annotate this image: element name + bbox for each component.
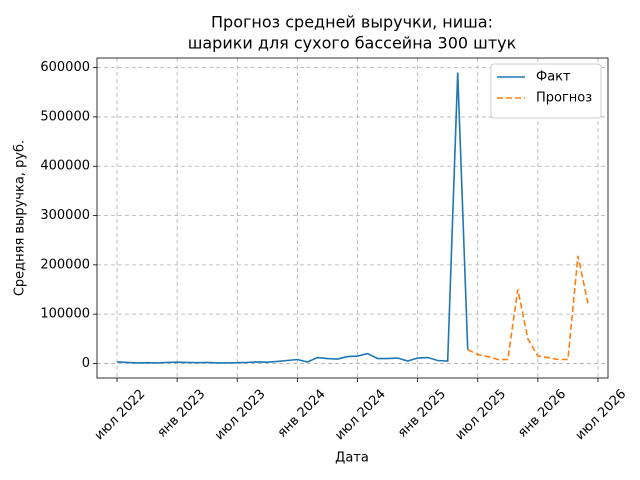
y-tick-label: 100000 [40,307,90,322]
x-tick-label: янв 2023 [155,387,209,441]
x-tick-label: июл 2025 [453,387,510,444]
chart-subtitle: шарики для сухого бассейна 300 штук [188,34,517,53]
legend-label: Прогноз [536,91,592,106]
x-tick-label: июл 2026 [573,387,630,444]
x-tick-label: июл 2023 [212,387,269,444]
y-tick-label: 600000 [40,60,90,75]
x-tick-label: янв 2025 [395,387,449,441]
chart-title: Прогноз средней выручки, ниша: [211,13,493,32]
plot-frame [96,57,609,379]
x-tick-label: июл 2024 [332,387,389,444]
x-tick-label: янв 2026 [515,387,569,441]
x-axis-label: Дата [335,451,369,466]
y-tick-label: 500000 [40,109,90,124]
legend-label: Факт [536,70,571,85]
data-line [467,255,589,361]
y-axis-label: Средняя выручка, руб. [13,140,28,296]
x-tick-label: янв 2024 [275,387,329,441]
y-tick-label: 300000 [40,208,90,223]
y-tick-label: 0 [82,356,90,371]
y-tick-label: 400000 [40,159,90,174]
y-tick-label: 200000 [40,257,90,272]
data-line [116,72,469,364]
x-tick-label: июл 2022 [92,387,149,444]
